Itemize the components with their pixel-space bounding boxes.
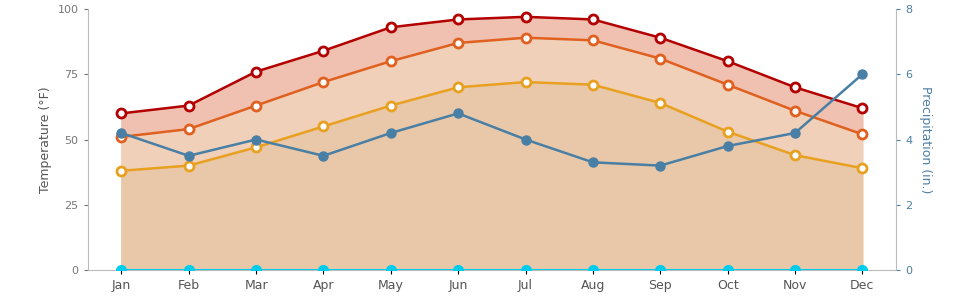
Y-axis label: Precipitation (in.): Precipitation (in.) xyxy=(918,86,932,193)
Y-axis label: Temperature (°F): Temperature (°F) xyxy=(39,86,52,193)
